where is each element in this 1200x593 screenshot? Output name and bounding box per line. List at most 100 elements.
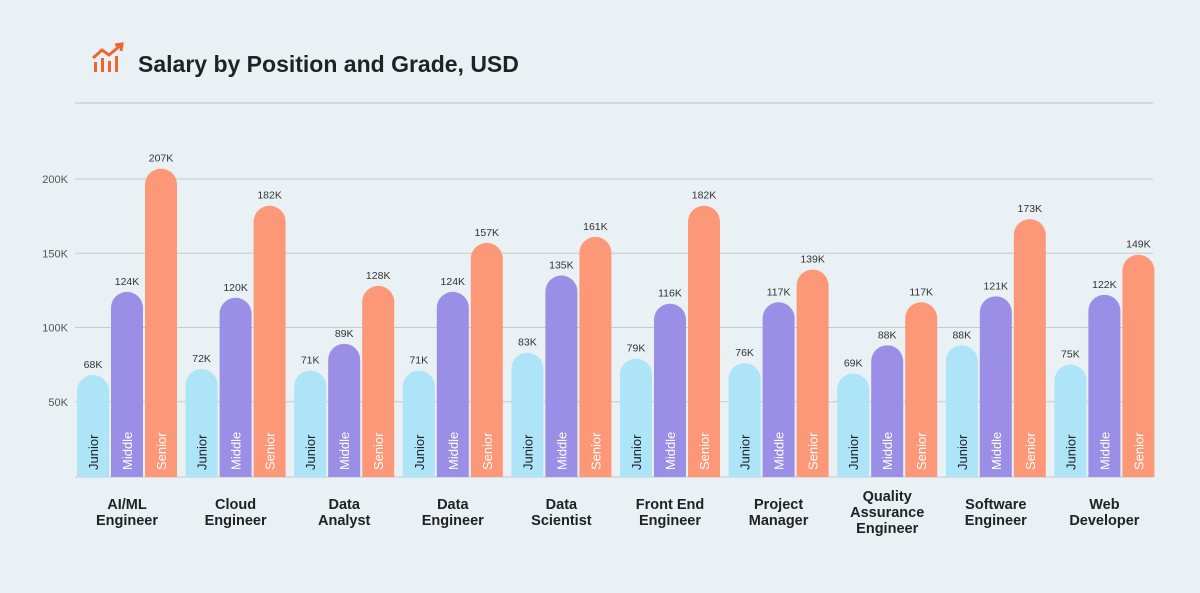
bar-middle <box>654 303 686 477</box>
value-label: 128K <box>366 270 391 282</box>
category-label: Data <box>328 497 360 513</box>
value-label: 124K <box>115 276 140 288</box>
grade-label: Junior <box>520 434 535 470</box>
bar-middle <box>111 291 143 477</box>
grade-label: Middle <box>880 432 895 470</box>
category-label: Scientist <box>531 513 592 529</box>
bar-middle <box>1088 294 1121 477</box>
bar-senior <box>1122 254 1155 477</box>
category-label: Manager <box>749 513 809 529</box>
value-label: 182K <box>692 190 717 202</box>
category-label: Cloud <box>215 497 256 513</box>
value-label: 157K <box>475 227 500 239</box>
value-label: 207K <box>149 153 174 165</box>
category-label: Assurance <box>850 505 924 521</box>
value-label: 72K <box>192 353 211 365</box>
value-label: 88K <box>878 329 897 341</box>
grade-label: Middle <box>989 432 1004 470</box>
y-tick-label: 200K <box>42 174 68 186</box>
value-label: 182K <box>257 190 282 202</box>
bar-middle <box>328 343 361 477</box>
bar-middle <box>871 345 904 477</box>
category-label: Analyst <box>318 513 371 529</box>
category-label: Engineer <box>965 513 1027 529</box>
y-tick-label: 100K <box>42 323 68 335</box>
grade-label: Senior <box>154 432 169 470</box>
grade-label: Junior <box>412 434 427 470</box>
category-label: Quality <box>863 489 912 505</box>
value-label: 68K <box>84 359 103 371</box>
bar-junior <box>837 373 870 477</box>
bar-senior <box>796 269 829 477</box>
bar-junior <box>294 370 327 477</box>
value-label: 79K <box>627 343 646 355</box>
value-label: 69K <box>844 358 863 370</box>
value-label: 122K <box>1092 279 1117 291</box>
value-label: 161K <box>583 221 608 233</box>
bar-senior <box>145 168 177 478</box>
category-label: Engineer <box>639 513 701 529</box>
chart-title-icon <box>92 42 124 72</box>
bar-middle <box>545 275 578 477</box>
grade-label: Senior <box>588 432 603 470</box>
category-label: Data <box>437 497 469 513</box>
value-label: 116K <box>658 288 682 300</box>
bar-middle <box>436 291 469 477</box>
bar-senior <box>253 205 286 478</box>
bar-senior <box>688 205 720 478</box>
value-label: 139K <box>800 254 825 266</box>
bar-junior <box>728 363 761 477</box>
bar-junior <box>945 345 978 477</box>
value-label: 124K <box>441 276 466 288</box>
value-label: 121K <box>984 280 1009 292</box>
grade-label: Middle <box>229 432 244 470</box>
grade-label: Junior <box>738 434 753 470</box>
value-label: 76K <box>735 347 754 359</box>
grade-label: Senior <box>480 432 495 470</box>
value-label: 88K <box>952 329 971 341</box>
bar-senior <box>1013 219 1046 477</box>
bar-middle <box>979 296 1012 477</box>
category-label: Engineer <box>205 513 267 529</box>
category-label: Engineer <box>96 513 158 529</box>
bar-junior <box>77 375 109 477</box>
grade-label: Middle <box>1097 432 1112 470</box>
value-label: 75K <box>1061 349 1080 361</box>
value-label: 149K <box>1126 239 1151 251</box>
bar-senior <box>362 285 395 477</box>
value-label: 117K <box>767 286 791 298</box>
grade-label: Senior <box>914 432 929 470</box>
grade-label: Junior <box>1063 434 1078 470</box>
grade-label: Senior <box>697 432 712 470</box>
grade-label: Senior <box>1023 432 1038 470</box>
grade-label: Middle <box>554 432 569 470</box>
chart-title: Salary by Position and Grade, USD <box>138 51 519 77</box>
bar-senior <box>579 236 612 477</box>
bar-senior <box>905 302 938 477</box>
bar-junior <box>402 370 435 477</box>
grade-label: Senior <box>806 432 821 470</box>
grade-label: Middle <box>772 432 787 470</box>
grade-label: Middle <box>663 432 678 470</box>
bar-junior <box>620 358 652 477</box>
grade-label: Middle <box>120 432 135 470</box>
category-label: AI/ML <box>107 497 147 513</box>
y-tick-label: 150K <box>42 248 68 260</box>
bar-senior <box>470 242 503 477</box>
grade-label: Junior <box>303 434 318 470</box>
category-label: Front End <box>636 497 704 513</box>
grade-label: Senior <box>263 432 278 470</box>
category-label: Web <box>1089 497 1119 513</box>
category-label: Software <box>965 497 1026 513</box>
value-label: 173K <box>1018 203 1043 215</box>
grade-label: Middle <box>446 432 461 470</box>
value-label: 71K <box>301 355 320 367</box>
bar-junior <box>1054 364 1087 477</box>
value-label: 83K <box>518 337 537 349</box>
value-label: 71K <box>409 355 428 367</box>
category-label: Engineer <box>856 521 918 537</box>
grade-label: Junior <box>195 434 210 470</box>
bar-middle <box>762 302 795 477</box>
y-tick-label: 50K <box>48 397 68 409</box>
